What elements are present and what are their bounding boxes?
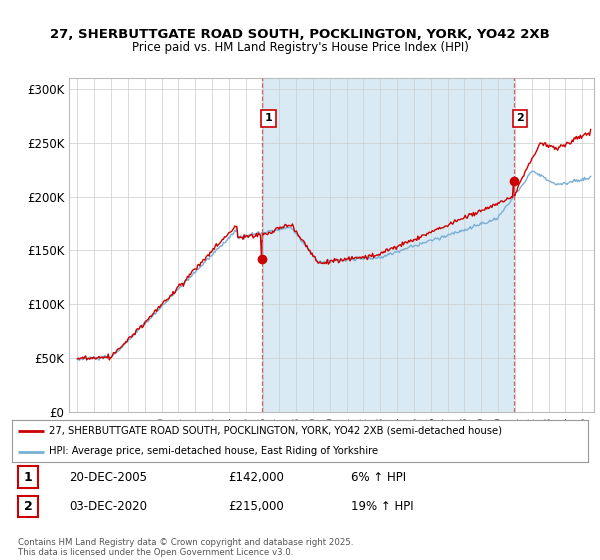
Text: £215,000: £215,000 [228, 500, 284, 514]
Text: £142,000: £142,000 [228, 470, 284, 484]
Text: Contains HM Land Registry data © Crown copyright and database right 2025.
This d: Contains HM Land Registry data © Crown c… [18, 538, 353, 557]
Text: 03-DEC-2020: 03-DEC-2020 [69, 500, 147, 514]
Text: 27, SHERBUTTGATE ROAD SOUTH, POCKLINGTON, YORK, YO42 2XB (semi-detached house): 27, SHERBUTTGATE ROAD SOUTH, POCKLINGTON… [49, 426, 502, 436]
Text: 6% ↑ HPI: 6% ↑ HPI [351, 470, 406, 484]
Text: 2: 2 [516, 113, 524, 123]
Text: Price paid vs. HM Land Registry's House Price Index (HPI): Price paid vs. HM Land Registry's House … [131, 41, 469, 54]
Bar [262, 78, 514, 412]
Text: 1: 1 [265, 113, 272, 123]
Text: 20-DEC-2005: 20-DEC-2005 [69, 470, 147, 484]
Text: 19% ↑ HPI: 19% ↑ HPI [351, 500, 413, 514]
Text: 2: 2 [23, 500, 32, 514]
Text: 27, SHERBUTTGATE ROAD SOUTH, POCKLINGTON, YORK, YO42 2XB: 27, SHERBUTTGATE ROAD SOUTH, POCKLINGTON… [50, 28, 550, 41]
Text: HPI: Average price, semi-detached house, East Riding of Yorkshire: HPI: Average price, semi-detached house,… [49, 446, 379, 456]
Text: 1: 1 [23, 470, 32, 484]
